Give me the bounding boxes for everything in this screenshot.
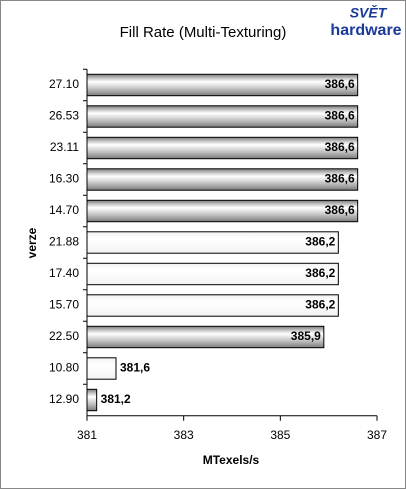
- y-axis-label: verze: [25, 227, 39, 258]
- bar: [86, 168, 359, 191]
- x-tick-label: 387: [367, 428, 387, 442]
- bar: [86, 231, 339, 254]
- y-tick-label: 23.11: [50, 140, 79, 154]
- x-tick-label: 381: [77, 428, 97, 442]
- value-label: 381,6: [120, 361, 150, 375]
- value-label: 386,6: [325, 109, 355, 123]
- value-label: 386,6: [325, 140, 355, 154]
- y-tick-label: 21.88: [49, 235, 79, 249]
- bar: [86, 136, 359, 160]
- bar: [86, 294, 339, 317]
- y-tick-label: 16.30: [49, 172, 79, 186]
- bar: [86, 325, 325, 349]
- bar: [86, 73, 359, 97]
- value-label: 386,2: [305, 298, 335, 312]
- bar: [86, 262, 339, 286]
- bar: [86, 199, 359, 223]
- y-tick-label: 17.40: [49, 266, 79, 280]
- bar: [86, 388, 98, 412]
- x-tick-label: 385: [270, 428, 290, 442]
- x-tick-label: 383: [174, 428, 194, 442]
- value-label: 386,2: [305, 266, 335, 280]
- bar: [86, 357, 117, 380]
- y-tick-label: 27.10: [49, 77, 79, 91]
- x-axis-label: MTexels/s: [203, 453, 260, 467]
- value-label: 385,9: [291, 329, 321, 343]
- value-label: 386,6: [325, 77, 355, 91]
- y-tick-label: 14.70: [49, 203, 79, 217]
- value-label: 386,6: [325, 172, 355, 186]
- chart-title: Fill Rate (Multi-Texturing): [120, 24, 287, 41]
- logo-top: SVĚT: [350, 4, 388, 21]
- y-tick-label: 22.50: [49, 329, 79, 343]
- logo-bottom: hardware: [330, 22, 401, 39]
- value-label: 386,2: [305, 235, 335, 249]
- y-tick-label: 15.70: [49, 298, 79, 312]
- y-tick-label: 26.53: [49, 109, 79, 123]
- value-label: 386,6: [325, 203, 355, 217]
- bar: [86, 105, 359, 128]
- y-tick-label: 10.80: [49, 361, 79, 375]
- value-label: 381,2: [101, 392, 131, 406]
- y-tick-label: 12.90: [49, 392, 79, 406]
